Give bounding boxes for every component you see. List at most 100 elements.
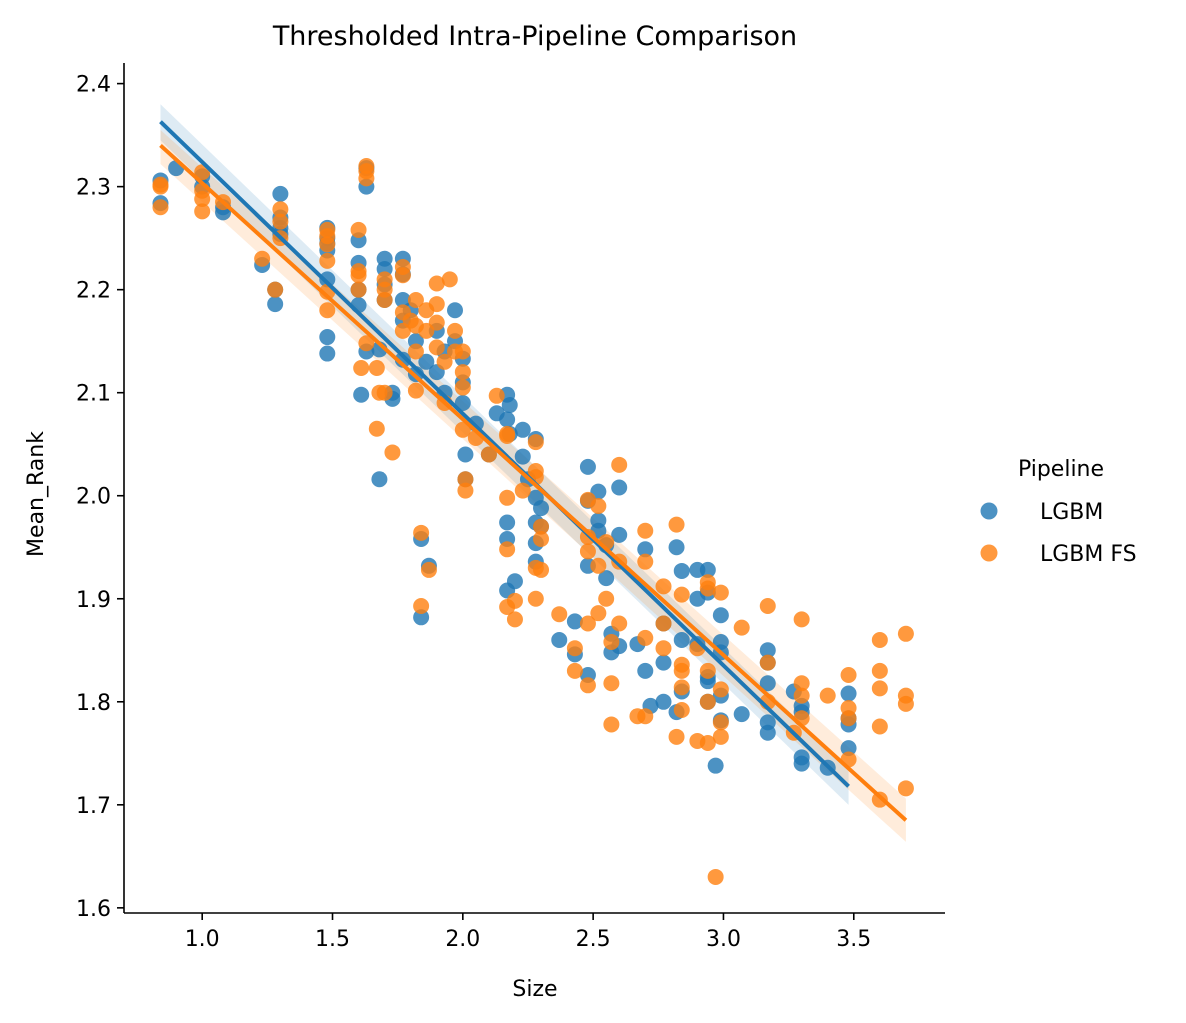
data-point [673,679,690,696]
data-point [454,421,471,438]
data-point [871,631,888,648]
regression-line [159,143,908,822]
data-point [384,444,401,461]
data-point [590,498,607,515]
data-point [712,607,729,624]
data-point [673,702,690,719]
data-point [319,345,336,362]
data-point [319,329,336,346]
data-point [319,302,336,319]
data-point [371,471,388,488]
data-point [603,675,620,692]
legend-marker [980,502,998,520]
data-point [871,680,888,697]
data-point [598,570,615,587]
data-point [499,514,516,531]
data-point [413,597,430,614]
data-point [707,868,724,885]
series-points [152,158,914,885]
data-point [699,735,716,751]
data-point [420,561,437,578]
data-point [454,379,471,396]
regression-line [159,120,850,788]
x-tick-label: 1.0 [185,927,220,952]
data-point [603,716,620,733]
data-point [590,605,607,622]
data-point [673,631,690,648]
data-point [551,631,568,648]
data-point [712,714,729,731]
y-tick-label: 2.4 [76,73,111,98]
data-point [353,359,370,376]
data-point [319,271,336,288]
data-point [514,421,531,438]
data-point [514,448,531,465]
x-tick-label: 3.0 [706,927,741,952]
data-point [457,482,474,499]
data-point [499,427,516,444]
y-tick-label: 2.3 [76,176,111,201]
data-point [733,706,750,723]
data-point [533,518,550,535]
data-point [668,728,685,745]
data-point [407,343,424,360]
data-point [759,642,776,659]
data-point [428,339,445,356]
x-tick-label: 1.5 [315,927,350,952]
legend-marker [980,544,998,562]
data-point [428,296,445,313]
data-point [551,606,568,623]
data-point [488,387,505,404]
data-point [579,677,596,694]
data-point [506,592,523,609]
legend-label: LGBM [1040,500,1103,525]
data-point [499,489,516,506]
data-point [598,590,615,607]
data-point [655,615,672,632]
data-point [418,353,435,370]
data-point [319,252,336,269]
data-point [655,693,672,710]
data-point [272,213,289,230]
data-point [793,675,810,692]
y-tick-label: 2.0 [76,485,111,510]
data-point [611,526,628,543]
y-tick-label: 1.6 [76,897,111,922]
data-point [673,662,690,679]
data-point [499,411,516,428]
data-point [436,353,453,370]
data-point [480,446,497,463]
data-point [428,275,445,292]
data-point [699,693,716,710]
data-point [707,757,724,774]
chart-title: Thresholded Intra-Pipeline Comparison [272,21,797,52]
data-point [533,500,550,517]
x-axis: 1.0 1.5 2.0 2.5 3.0 3.5 [124,912,945,952]
data-point [840,740,857,757]
data-point [897,625,914,642]
data-point [350,281,367,298]
plot-area [152,104,914,885]
data-point [506,573,523,590]
data-point [712,681,729,698]
data-point [579,615,596,632]
data-point [840,667,857,683]
data-point [897,780,914,797]
data-point [699,662,716,679]
data-point [840,685,857,702]
data-point [637,541,654,558]
data-point [319,236,336,253]
data-point [533,561,550,578]
data-point [637,662,654,679]
y-tick-label: 2.1 [76,382,111,407]
data-point [759,724,776,741]
data-point [152,199,169,216]
data-point [673,586,690,603]
data-point [590,557,607,574]
data-point [368,359,385,376]
data-point [793,687,810,704]
data-point [579,543,596,560]
data-point [759,675,776,692]
data-point [566,640,583,657]
